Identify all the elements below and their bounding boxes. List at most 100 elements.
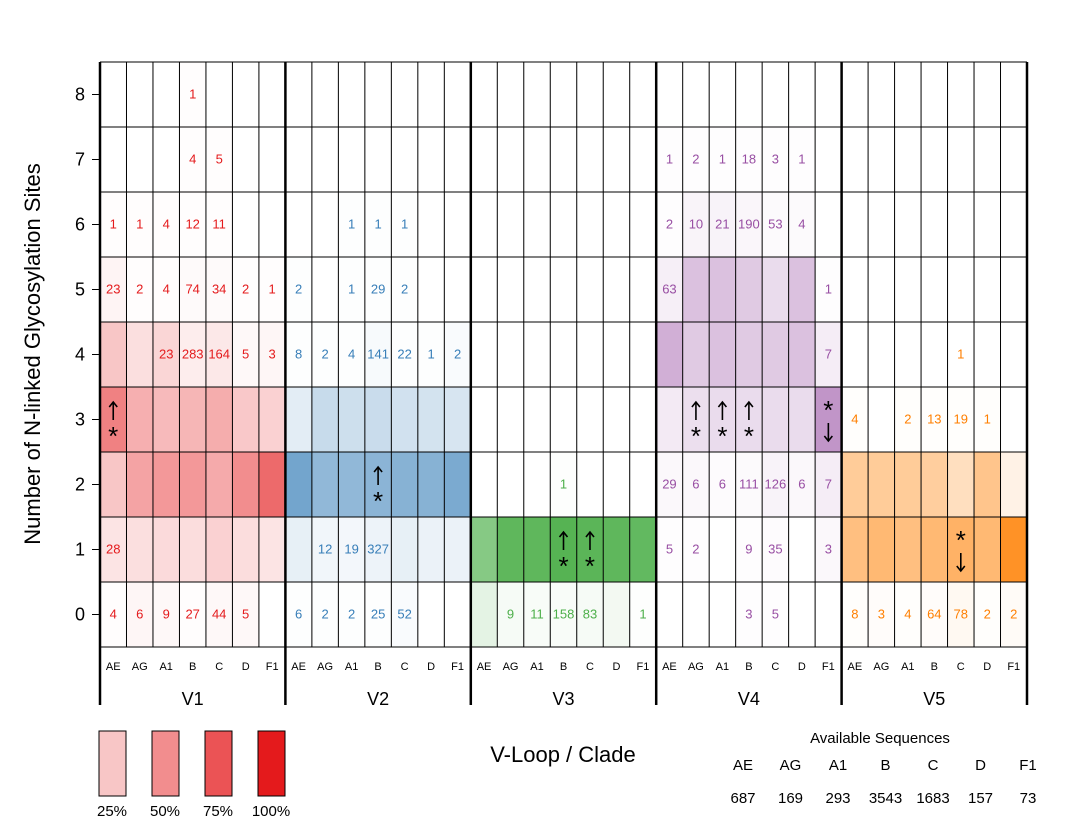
cell-V5-A1-2 — [894, 452, 922, 517]
x-clade-label-V1-B: B — [189, 661, 196, 673]
cell-V2-F1-6 — [444, 192, 471, 257]
cell-V1-C-0 — [205, 582, 233, 647]
x-clade-label-V3-AE: AE — [477, 661, 492, 673]
cell-V1-B-1 — [179, 517, 206, 582]
x-clade-label-V1-C: C — [215, 661, 223, 673]
cell-V4-AG-6 — [682, 192, 710, 257]
count-V5-F1-0: 2 — [1010, 607, 1017, 622]
cell-V1-B-5 — [179, 257, 206, 322]
y-tick-label-0: 0 — [75, 605, 85, 625]
y-tick-label-8: 8 — [75, 85, 85, 105]
cell-V5-AG-0 — [868, 582, 895, 647]
cell-V1-A1-0 — [152, 582, 180, 647]
x-clade-label-V5-F1: F1 — [1007, 661, 1020, 673]
legend-label-75: 75% — [203, 803, 233, 820]
cell-V4-C-8 — [762, 62, 789, 127]
cell-V5-C-5 — [947, 257, 975, 322]
cell-V3-B-5 — [550, 257, 577, 322]
cell-V3-AE-8 — [470, 62, 498, 127]
cell-V4-F1-6 — [815, 192, 842, 257]
cell-V4-F1-5 — [815, 257, 842, 322]
cell-V2-A1-5 — [338, 257, 365, 322]
cell-V4-AE-2 — [656, 452, 683, 517]
cell-V3-AE-6 — [470, 192, 498, 257]
count-V4-D-6: 4 — [798, 217, 805, 232]
available-clade-AG: AG — [780, 757, 802, 774]
cell-V1-A1-3 — [152, 387, 180, 452]
cell-V2-AE-5 — [285, 257, 312, 322]
count-V5-A1-3: 2 — [904, 412, 911, 427]
cell-V4-A1-4 — [709, 322, 736, 387]
count-V4-F1-5: 1 — [825, 282, 832, 297]
cell-V1-AG-5 — [126, 257, 153, 322]
cell-V2-B-6 — [364, 192, 392, 257]
cell-V5-B-2 — [921, 452, 948, 517]
cell-V5-AE-5 — [841, 257, 869, 322]
cell-V4-D-8 — [788, 62, 816, 127]
cell-V4-A1-0 — [709, 582, 736, 647]
cell-V1-AG-2 — [126, 452, 153, 517]
cell-V5-D-0 — [974, 582, 1001, 647]
cell-V2-C-3 — [391, 387, 418, 452]
cell-V5-F1-5 — [1000, 257, 1027, 322]
cell-V5-D-3 — [974, 387, 1001, 452]
y-tick-label-6: 6 — [75, 215, 85, 235]
cell-V4-C-7 — [762, 127, 789, 192]
x-clade-label-V1-A1: A1 — [159, 661, 172, 673]
y-tick-label-1: 1 — [75, 540, 85, 560]
cell-V1-AE-1 — [100, 517, 127, 582]
cell-V2-AE-0 — [285, 582, 312, 647]
cell-V3-D-2 — [603, 452, 630, 517]
cell-V3-AE-2 — [470, 452, 498, 517]
count-V4-C-6: 53 — [768, 217, 782, 232]
cell-V1-A1-6 — [152, 192, 180, 257]
count-V1-A1-6: 4 — [163, 217, 170, 232]
count-V2-AE-5: 2 — [295, 282, 302, 297]
cell-V2-F1-3 — [444, 387, 471, 452]
cell-V1-AE-0 — [100, 582, 127, 647]
count-V2-A1-4: 4 — [348, 347, 355, 362]
count-V4-C-0: 5 — [772, 607, 779, 622]
cell-V3-A1-0 — [523, 582, 551, 647]
cell-V4-AG-2 — [682, 452, 710, 517]
count-V3-B-2: 1 — [560, 477, 567, 492]
x-clade-label-V2-C: C — [401, 661, 409, 673]
x-clade-label-V1-AG: AG — [132, 661, 148, 673]
cell-V2-D-3 — [417, 387, 445, 452]
cell-V4-F1-2 — [815, 452, 842, 517]
cell-V3-B-6 — [550, 192, 577, 257]
count-V1-C-7: 5 — [216, 152, 223, 167]
cell-V5-A1-8 — [894, 62, 922, 127]
count-V4-AE-7: 1 — [666, 152, 673, 167]
cell-V5-AE-6 — [841, 192, 869, 257]
cell-V4-B-1 — [735, 517, 763, 582]
loop-label-V3: V3 — [552, 689, 574, 709]
count-V2-B-6: 1 — [374, 217, 381, 232]
cell-V4-D-1 — [788, 517, 816, 582]
significance-star-icon: * — [108, 421, 118, 451]
cell-V1-AE-8 — [100, 62, 127, 127]
cell-V5-AE-7 — [841, 127, 869, 192]
cell-V4-AE-5 — [656, 257, 683, 322]
cell-V5-AE-1 — [841, 517, 869, 582]
legend-label-25: 25% — [97, 803, 127, 820]
cell-V1-D-1 — [232, 517, 259, 582]
cell-V2-AE-3 — [285, 387, 312, 452]
count-V5-AE-0: 8 — [851, 607, 858, 622]
cell-V5-C-3 — [947, 387, 975, 452]
count-V2-C-4: 22 — [397, 347, 411, 362]
cell-V3-B-4 — [550, 322, 577, 387]
available-clade-D: D — [975, 757, 986, 774]
count-V4-AG-2: 6 — [692, 477, 699, 492]
significance-star-icon: * — [744, 421, 754, 451]
count-V1-C-4: 164 — [208, 347, 230, 362]
cell-V2-A1-0 — [338, 582, 365, 647]
y-tick-label-7: 7 — [75, 150, 85, 170]
count-V1-B-7: 4 — [189, 152, 196, 167]
cell-V5-AG-5 — [868, 257, 895, 322]
cell-V1-AE-2 — [100, 452, 127, 517]
count-V2-C-0: 52 — [397, 607, 411, 622]
loop-label-V2: V2 — [367, 689, 389, 709]
x-clade-label-V2-B: B — [374, 661, 381, 673]
count-V1-AE-0: 4 — [110, 607, 117, 622]
